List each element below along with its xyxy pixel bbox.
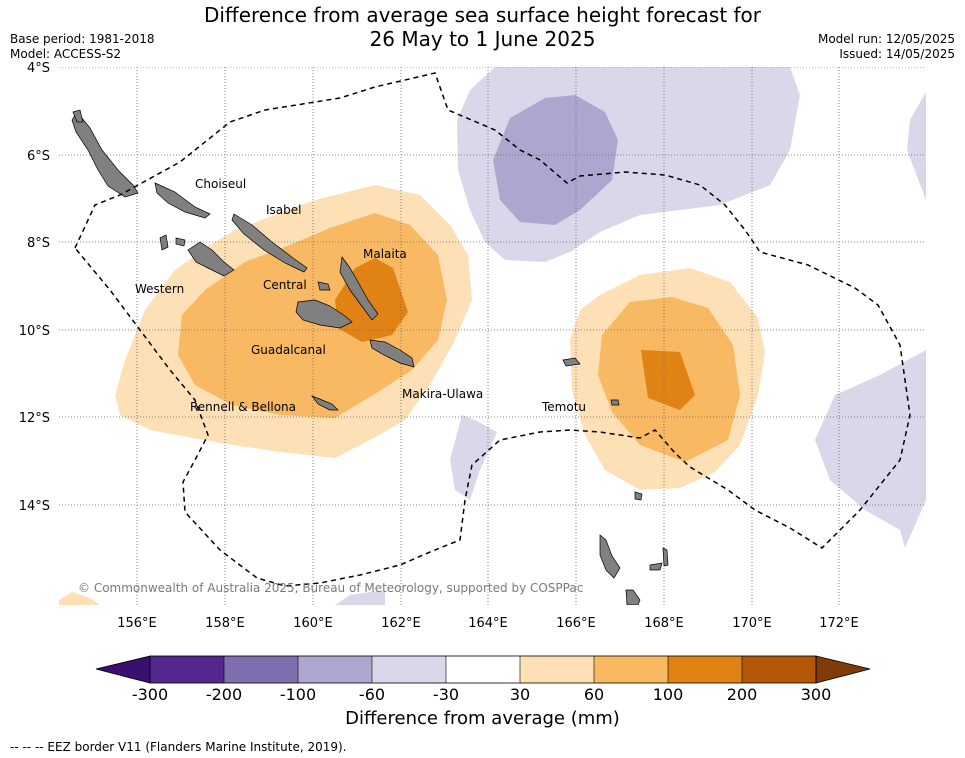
ranongga-island	[175, 237, 186, 247]
lat-label: 4°S	[27, 61, 50, 76]
map-area	[59, 67, 926, 605]
maewo-island	[662, 547, 669, 567]
malaita-island	[339, 256, 379, 321]
lon-label: 164°E	[468, 616, 508, 631]
vanikoro-island	[610, 399, 620, 406]
title-line-2: 26 May to 1 June 2025	[369, 27, 596, 51]
rennell-island	[310, 395, 339, 411]
gridlines	[59, 67, 926, 605]
colorbar-tick: 300	[801, 685, 832, 704]
banks-islands	[634, 491, 643, 501]
lon-label: 160°E	[293, 616, 333, 631]
longitude-axis: 156°E 158°E 160°E 162°E 164°E 166°E 168°…	[117, 616, 859, 631]
colorbar-tick: 60	[584, 685, 604, 704]
florida-islands	[317, 281, 331, 291]
colorbar-bin	[372, 656, 446, 683]
buka-island	[72, 109, 84, 123]
colorbar-tick: 100	[653, 685, 684, 704]
colorbar-bin	[224, 656, 298, 683]
ambae-island	[649, 562, 663, 571]
colorbar-bin	[446, 656, 520, 683]
colorbar-bin	[742, 656, 816, 683]
colorbar-bin	[594, 656, 668, 683]
colorbar-bin	[150, 656, 224, 683]
lon-label: 168°E	[644, 616, 684, 631]
model-name: Model: ACCESS-S2	[10, 47, 122, 61]
positive-anomaly-southwest	[59, 592, 100, 605]
lon-label: 162°E	[381, 616, 421, 631]
eez-footnote: -- -- -- EEZ border V11 (Flanders Marine…	[10, 740, 347, 754]
place-label-makira-ulawa: Makira-Ulawa	[402, 387, 483, 401]
base-period: Base period: 1981-2018	[10, 32, 155, 46]
negative-anomaly-east-top	[907, 92, 926, 200]
colorbar: -300 -200 -100 -60 -30 30 60 100 200 300	[95, 655, 871, 704]
new-georgia-island	[187, 241, 235, 277]
colorbar-extend-low	[95, 655, 151, 684]
negative-anomaly-south-a	[450, 415, 497, 500]
lon-label: 166°E	[556, 616, 596, 631]
colorbar-tick: 30	[510, 685, 530, 704]
lat-label: 12°S	[19, 411, 50, 426]
colorbar-extend-high	[815, 655, 871, 684]
malekula-island	[625, 589, 641, 605]
lat-label: 8°S	[27, 236, 50, 251]
eez-border	[74, 72, 911, 587]
colorbar-tick: -60	[359, 685, 385, 704]
bougainville-island	[71, 111, 139, 198]
place-label-rennell-bellona: Rennell & Bellona	[190, 400, 296, 414]
santa-cruz-island	[562, 357, 581, 367]
isabel-island	[231, 213, 308, 273]
meta-right: Model run: 12/05/2025 Issued: 14/05/2025	[818, 32, 955, 62]
place-label-temotu: Temotu	[541, 400, 586, 414]
negative-anomaly-east	[815, 350, 926, 548]
colorbar-label: Difference from average (mm)	[345, 708, 620, 729]
colorbar-tick: -100	[280, 685, 316, 704]
issued-date: Issued: 14/05/2025	[839, 47, 955, 61]
lon-label: 172°E	[819, 616, 859, 631]
colorbar-tick: -30	[433, 685, 459, 704]
colorbar-tick: -200	[206, 685, 242, 704]
latitude-axis: 4°S 6°S 8°S 10°S 12°S 14°S	[19, 61, 50, 514]
colorbar-bin	[520, 656, 594, 683]
place-label-malaita: Malaita	[363, 247, 407, 261]
copyright-notice: © Commonwealth of Australia 2025, Bureau…	[78, 581, 583, 595]
lon-label: 170°E	[732, 616, 772, 631]
model-run: Model run: 12/05/2025	[817, 32, 955, 46]
title-line-1: Difference from average sea surface heig…	[203, 3, 762, 27]
meta-left: Base period: 1981-2018 Model: ACCESS-S2	[10, 32, 155, 62]
positive-anomaly-east-100	[641, 350, 695, 410]
map-title: Difference from average sea surface heig…	[0, 3, 965, 51]
place-label-guadalcanal: Guadalcanal	[251, 343, 326, 357]
province-labels: Choiseul Isabel Malaita Western Central …	[135, 177, 586, 414]
place-label-western: Western	[135, 282, 184, 296]
lat-label: 10°S	[19, 324, 50, 339]
guadalcanal-island	[295, 299, 353, 329]
islands	[71, 109, 669, 605]
vella-island	[159, 234, 169, 251]
espiritu-santo-island	[599, 534, 621, 579]
lat-label: 14°S	[19, 499, 50, 514]
place-label-central: Central	[263, 278, 307, 292]
lat-label: 6°S	[27, 149, 50, 164]
place-label-isabel: Isabel	[266, 203, 301, 217]
colorbar-bin	[668, 656, 742, 683]
place-label-choiseul: Choiseul	[195, 177, 246, 191]
negative-anomaly-south-b	[335, 590, 385, 605]
choiseul-island	[154, 182, 211, 219]
colorbar-bin	[298, 656, 372, 683]
lon-label: 156°E	[117, 616, 157, 631]
colorbar-tick: 200	[727, 685, 758, 704]
colorbar-tick: -300	[132, 685, 168, 704]
makira-island	[369, 339, 415, 368]
negative-anomaly-north-core	[493, 95, 618, 225]
lon-label: 158°E	[205, 616, 245, 631]
